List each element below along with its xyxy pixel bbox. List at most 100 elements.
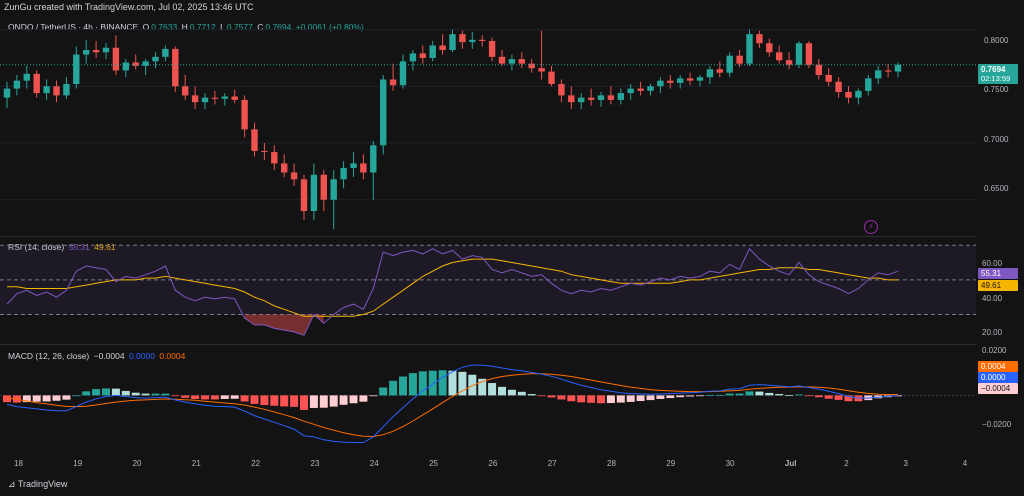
- macd-signal-value: 0.0004: [159, 351, 186, 361]
- candle-body: [805, 43, 813, 65]
- candle-body: [498, 56, 506, 64]
- macd-histogram-bar: [181, 395, 190, 398]
- macd-histogram-bar: [369, 395, 378, 397]
- pane-separator[interactable]: [0, 236, 976, 237]
- candle-body: [122, 62, 129, 71]
- macd-histogram-bar: [616, 395, 625, 403]
- candle-body: [706, 69, 714, 78]
- close-value: 0.7694: [265, 22, 292, 32]
- rsi-line: [6, 247, 899, 336]
- time-tick: 19: [73, 459, 83, 468]
- macd-histogram-bar: [567, 395, 576, 402]
- rsi-title[interactable]: RSI (14, close): [8, 242, 65, 252]
- macd-histogram-bar: [686, 395, 695, 397]
- candle-body: [360, 163, 367, 173]
- candle-body: [568, 95, 575, 103]
- candle-body: [756, 34, 763, 44]
- candle-body: [469, 39, 476, 43]
- candle-body: [310, 174, 318, 212]
- macd-histogram-bar: [230, 395, 239, 399]
- macd-histogram-bar: [775, 394, 784, 396]
- symbol-label[interactable]: ONDO / TetherUS · 4h · BINANCE: [8, 22, 139, 32]
- tradingview-logo: ⊿ TradingView: [8, 479, 68, 489]
- rsi-tick: 20.00: [982, 328, 1003, 337]
- macd-histogram-bar: [72, 395, 81, 397]
- macd-histogram-bar: [557, 395, 566, 400]
- pane-separator[interactable]: [0, 344, 976, 345]
- candle-body: [548, 71, 555, 85]
- candle-body: [459, 34, 466, 43]
- macd-hist-value: −0.0004: [93, 351, 125, 361]
- candle-body: [627, 88, 634, 94]
- candle-body: [587, 97, 595, 100]
- macd-histogram-bar: [507, 389, 516, 396]
- price-tick: 0.6500: [984, 184, 1009, 193]
- macd-histogram-bar: [102, 388, 110, 396]
- time-tick: 18: [14, 459, 23, 468]
- macd-histogram-bar: [537, 395, 546, 397]
- macd-histogram-bar: [587, 395, 596, 403]
- candle-body: [251, 129, 258, 151]
- macd-histogram-bar: [696, 395, 704, 397]
- candle-body: [647, 86, 654, 91]
- macd-title[interactable]: MACD (12, 26, close): [8, 351, 90, 361]
- macd-histogram-bar: [171, 395, 180, 397]
- macd-histogram-bar: [92, 389, 101, 396]
- macd-signal-line: [6, 373, 898, 438]
- candle-countdown: 02:13:59: [981, 74, 1011, 83]
- candle-body: [261, 150, 268, 153]
- candle-body: [785, 60, 793, 65]
- candle-body: [271, 152, 278, 164]
- low-value: 0.7577: [226, 22, 253, 32]
- candle-body: [409, 53, 417, 62]
- rsi-ma-line: [7, 258, 898, 317]
- candle-body: [3, 88, 11, 98]
- candle-body: [132, 62, 139, 66]
- macd-histogram-bar: [3, 395, 11, 403]
- price-tick: 0.7500: [984, 85, 1009, 94]
- macd-histogram-bar: [666, 395, 675, 399]
- macd-histogram-bar: [577, 395, 586, 403]
- last-price-tag: 0.7694 02:13:59: [978, 64, 1018, 84]
- candle-body: [479, 39, 486, 41]
- candle-body: [617, 93, 624, 100]
- macd-histogram-bar: [201, 395, 209, 400]
- macd-histogram-bar: [319, 395, 328, 408]
- candle-body: [211, 97, 219, 99]
- candle-body: [488, 40, 496, 57]
- credit-text: ZunGu created with TradingView.com, Jul …: [4, 2, 254, 12]
- flash-icon[interactable]: ⚡: [864, 220, 878, 234]
- macd-histogram-bar: [676, 395, 685, 398]
- candle-body: [290, 172, 298, 180]
- candle-body: [508, 59, 516, 64]
- macd-legend: MACD (12, 26, close) −0.0004 0.0000 0.00…: [8, 351, 187, 361]
- candle-body: [83, 50, 90, 55]
- macd-histogram-bar: [488, 383, 497, 396]
- macd-histogram-bar: [131, 392, 140, 396]
- candle-body: [13, 80, 21, 89]
- macd-histogram-bar: [82, 391, 91, 396]
- candle-body: [815, 64, 822, 75]
- macd-histogram-bar: [280, 395, 289, 407]
- macd-histogram-bar: [220, 395, 229, 399]
- candle-body: [597, 95, 605, 100]
- rsi-ma-tag: 49.61: [978, 280, 1018, 291]
- rsi-oversold-fill: [244, 314, 324, 336]
- macd-histogram-bar: [725, 393, 734, 396]
- macd-histogram-bar: [468, 374, 477, 396]
- candle-body: [53, 86, 60, 96]
- candle-body: [370, 145, 377, 173]
- candle-body: [281, 163, 288, 173]
- macd-histogram-bar: [597, 395, 605, 404]
- macd-histogram-bar: [349, 395, 358, 404]
- candle-body: [320, 174, 327, 200]
- time-tick: 3: [903, 459, 908, 468]
- candle-body: [399, 61, 407, 86]
- brand-text: TradingView: [17, 479, 68, 489]
- candle-body: [201, 97, 209, 103]
- macd-histogram-bar: [389, 380, 398, 396]
- macd-histogram-bar: [32, 395, 41, 402]
- candle-body: [152, 56, 159, 62]
- candle-body: [766, 43, 773, 53]
